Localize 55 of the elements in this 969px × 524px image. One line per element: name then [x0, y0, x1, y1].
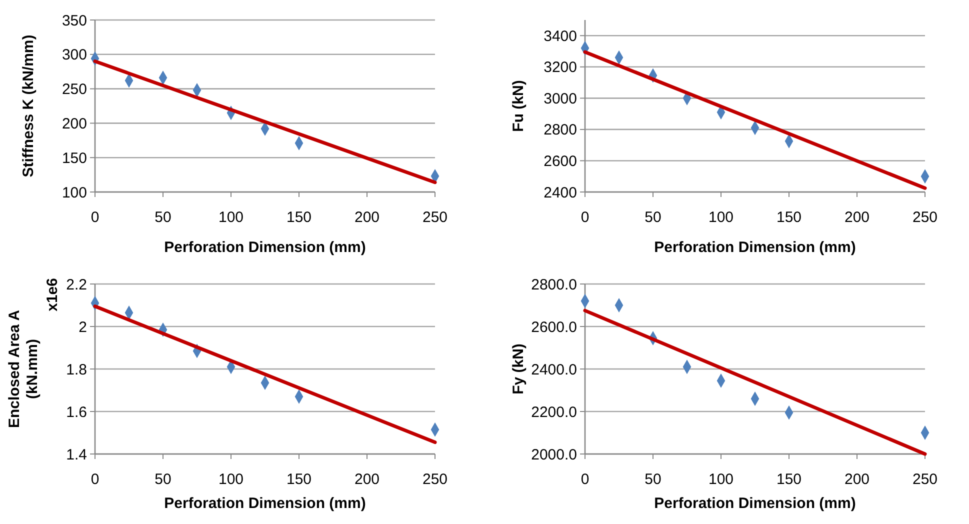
x-tick-label: 100	[708, 209, 734, 226]
x-tick-label: 100	[708, 471, 734, 488]
x-tick-label: 50	[644, 209, 662, 226]
y-tick-label: 2400.0	[531, 361, 577, 378]
y-tick-label: 100	[62, 184, 87, 202]
y-axis-title: Fy (kN)	[510, 344, 527, 394]
x-tick-label: 0	[90, 471, 100, 488]
y-axis-title: Enclosed Area A (kN.mm)	[6, 310, 41, 428]
y-tick-label: 2800.0	[531, 276, 577, 294]
x-axis-title: Perforation Dimension (mm)	[164, 495, 366, 512]
y-tick-label: 2	[78, 318, 87, 336]
y-axis-title: Stiffness K (kN/mm)	[20, 34, 37, 178]
x-tick-label: 150	[286, 209, 312, 226]
x-tick-label: 50	[644, 471, 662, 488]
x-axis-title: Perforation Dimension (mm)	[164, 239, 366, 256]
x-axis-title: Perforation Dimension (mm)	[654, 495, 856, 512]
y-tick-label: 3200	[544, 59, 577, 76]
x-tick-label: 0	[580, 209, 590, 226]
x-tick-label: 150	[286, 471, 312, 488]
x-tick-label: 250	[422, 471, 448, 488]
x-tick-label: 0	[90, 209, 100, 226]
x-tick-label: 250	[912, 209, 938, 226]
x-tick-label: 50	[154, 209, 172, 226]
x-tick-label: 100	[218, 209, 244, 226]
x-tick-label: 50	[154, 471, 172, 488]
y-tick-label: 1.4	[66, 446, 87, 464]
x-tick-label: 200	[844, 471, 870, 488]
x-tick-label: 150	[776, 471, 802, 488]
y-tick-label: 2200.0	[531, 404, 577, 421]
x-tick-label: 250	[422, 209, 448, 226]
y-tick-label: 350	[62, 12, 87, 30]
y-tick-label: 2.2	[66, 276, 87, 294]
y-tick-label: 2800	[544, 122, 577, 139]
y-tick-label: 300	[62, 46, 87, 64]
x-tick-label: 200	[354, 209, 380, 226]
y-tick-label: 2600.0	[531, 318, 577, 336]
y-tick-label: 2000.0	[531, 446, 577, 464]
x-tick-label: 0	[580, 471, 590, 488]
y-tick-label: 2600	[544, 152, 577, 170]
y-axis-title: Fu (kN)	[510, 80, 527, 132]
y-tick-label: 200	[62, 115, 87, 132]
x-tick-label: 200	[844, 209, 870, 226]
y-tick-label: 3400	[544, 28, 577, 45]
text: x1e6	[44, 278, 61, 312]
y-tick-label: 1.8	[66, 361, 87, 378]
x-axis-title: Perforation Dimension (mm)	[654, 239, 856, 256]
x-tick-label: 100	[218, 471, 244, 488]
y-tick-label: 1.6	[66, 404, 87, 421]
y-tick-label: 250	[62, 81, 87, 98]
y-tick-label: 150	[62, 150, 87, 167]
x-tick-label: 200	[354, 471, 380, 488]
x-tick-label: 150	[776, 209, 802, 226]
y-tick-label: 2400	[544, 184, 577, 202]
x-tick-label: 250	[912, 471, 938, 488]
y-tick-label: 3000	[544, 90, 577, 108]
